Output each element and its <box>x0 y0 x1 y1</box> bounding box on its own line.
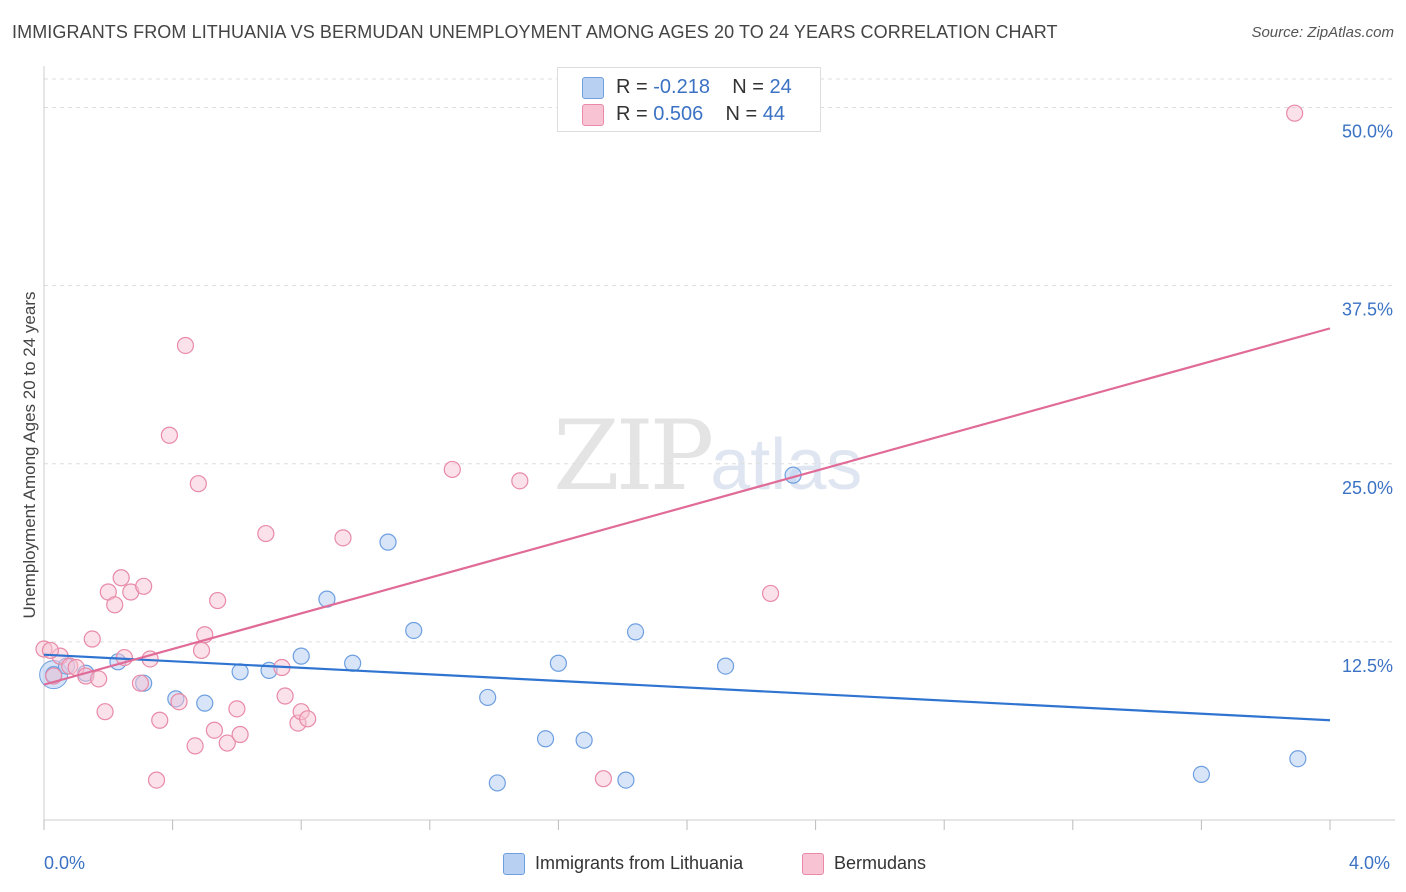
n-label: N = <box>725 103 763 125</box>
data-point <box>276 687 294 705</box>
data-point <box>549 654 568 672</box>
data-point <box>209 591 227 610</box>
y-tick-labels: 12.5% 25.0% 37.5% 50.0% <box>1342 122 1393 676</box>
legend-label-lithuania: Immigrants from Lithuania <box>535 853 744 873</box>
data-point <box>1289 750 1307 768</box>
data-point <box>231 725 249 744</box>
n-label: N = <box>732 76 770 98</box>
trend-line-bermudans <box>43 327 1331 686</box>
y-tick-label: 12.5% <box>1342 656 1393 676</box>
data-point <box>151 711 169 729</box>
data-point <box>536 730 555 748</box>
x-tick-label-max: 4.0% <box>1349 853 1391 873</box>
r-label: R = <box>616 76 654 98</box>
data-point <box>176 336 195 355</box>
data-point <box>231 663 249 681</box>
r-label: R = <box>616 103 654 125</box>
data-point <box>334 529 352 547</box>
data-point <box>205 721 223 739</box>
data-point <box>131 674 150 692</box>
data-point <box>292 647 310 665</box>
legend-swatch-pink <box>582 104 604 126</box>
axes <box>43 66 1395 830</box>
x-tick-label-min: 0.0% <box>44 853 86 873</box>
y-tick-label: 25.0% <box>1342 478 1393 498</box>
data-point <box>1286 104 1304 122</box>
data-point <box>228 700 246 718</box>
y-tick-label: 50.0% <box>1342 122 1393 142</box>
series-legend: Immigrants from Lithuania Bermudans <box>0 848 1406 880</box>
data-point <box>594 770 613 788</box>
data-point <box>160 426 178 444</box>
data-point <box>135 577 153 595</box>
data-point <box>112 569 130 587</box>
data-point <box>405 621 423 640</box>
data-point <box>96 703 114 721</box>
data-point <box>379 533 397 551</box>
y-tick-label: 37.5% <box>1342 300 1393 320</box>
data-point <box>626 623 645 641</box>
n-value: 24 <box>769 76 792 98</box>
data-point <box>170 693 188 711</box>
data-point <box>479 688 497 707</box>
r-value: -0.218 <box>653 76 710 98</box>
grid-lines <box>44 78 1395 643</box>
data-point <box>218 734 236 752</box>
data-point <box>257 524 275 543</box>
data-point <box>761 584 780 603</box>
legend-text-bermudans: R = 0.506 N = 44 <box>616 103 785 126</box>
legend-label-bermudans: Bermudans <box>834 853 927 873</box>
trend-line-lithuania <box>43 653 1331 722</box>
data-point <box>716 657 735 675</box>
data-point <box>196 694 214 712</box>
chart-title: IMMIGRANTS FROM LITHUANIA VS BERMUDAN UN… <box>12 22 1058 42</box>
data-point <box>90 670 108 688</box>
data-point <box>575 731 593 749</box>
trend-lines <box>43 327 1331 722</box>
n-value: 44 <box>762 103 786 125</box>
data-point <box>443 460 461 479</box>
data-point <box>488 774 506 792</box>
correlation-legend: R = -0.218 N = 24 R = 0.506 N = 44 <box>557 67 821 132</box>
legend-swatch-pink <box>802 853 824 875</box>
data-point <box>186 737 204 755</box>
source-label: Source: ZipAtlas.com <box>1251 24 1394 41</box>
data-point <box>511 472 529 490</box>
data-point <box>344 654 362 672</box>
data-point <box>299 710 317 728</box>
legend-swatch-blue <box>503 853 525 875</box>
data-point <box>192 641 211 660</box>
r-value: 0.506 <box>653 103 704 125</box>
data-point <box>617 771 635 789</box>
y-axis-label: Unemployment Among Ages 20 to 24 years <box>20 291 39 619</box>
watermark-zip: ZIP <box>553 400 714 512</box>
data-point <box>189 475 207 493</box>
data-point <box>147 771 166 789</box>
legend-swatch-blue <box>582 77 604 99</box>
data-point <box>83 630 101 648</box>
legend-text-lithuania: R = -0.218 N = 24 <box>616 76 792 99</box>
data-point <box>106 596 124 614</box>
data-point <box>1192 765 1211 784</box>
